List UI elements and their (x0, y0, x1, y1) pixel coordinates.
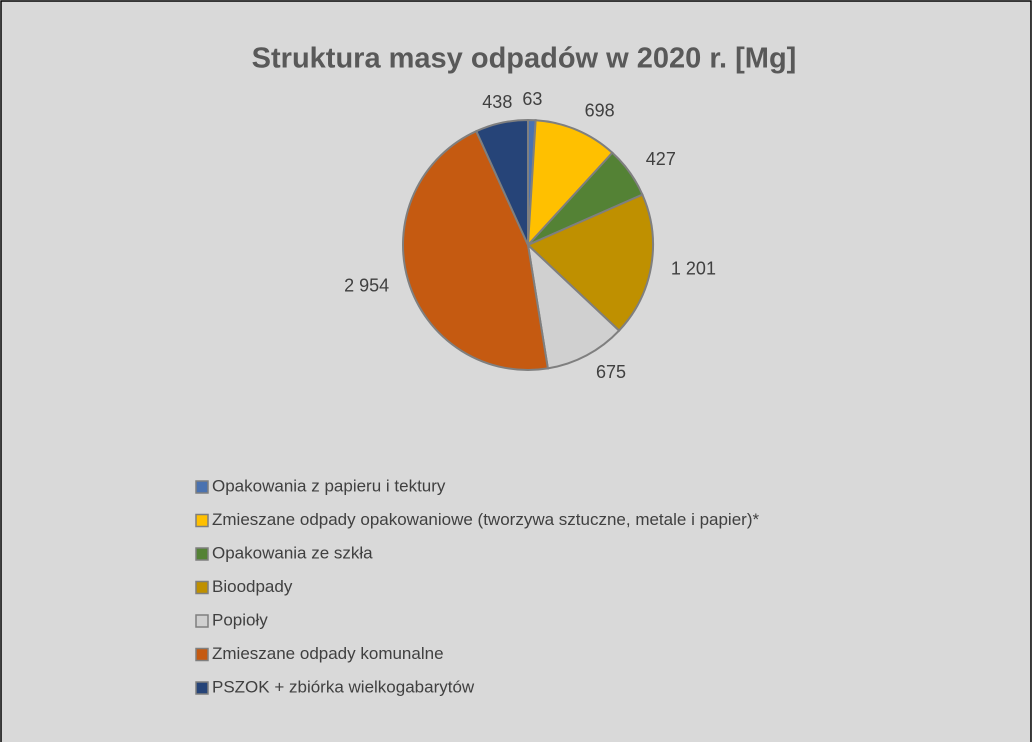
data-label: 2 954 (344, 276, 389, 296)
legend-label: Popioły (212, 610, 268, 629)
data-label: 698 (585, 100, 615, 120)
legend-label: Opakowania z papieru i tektury (212, 476, 446, 495)
pie-slice (474, 118, 529, 246)
pie-slice (402, 129, 550, 371)
pie-slice (526, 119, 614, 248)
data-label: 438 (482, 92, 512, 112)
data-label: 427 (646, 149, 676, 169)
legend-swatch (195, 614, 209, 628)
legend-swatch (195, 647, 209, 662)
data-label: 63 (522, 89, 542, 109)
legend-swatch (195, 480, 209, 494)
legend-label: Zmieszane odpady opakowaniowe (tworzywa … (212, 510, 759, 529)
legend-label: PSZOK + zbiórka wielkogabarytów (212, 677, 475, 696)
legend-label: Bioodpady (212, 577, 293, 596)
legend-label: Zmieszane odpady komunalne (212, 644, 444, 663)
legend-swatch (195, 547, 209, 561)
pie-slice (526, 193, 654, 333)
data-label: 675 (596, 362, 626, 382)
pie-slice (526, 242, 621, 370)
legend-swatch (195, 513, 209, 528)
data-label: 1 201 (671, 258, 716, 278)
legend-swatch (195, 580, 209, 595)
chart-title: Struktura masy odpadów w 2020 r. [Mg] (252, 43, 797, 75)
legend-swatch (195, 681, 209, 695)
legend-label: Opakowania ze szkła (212, 543, 373, 562)
